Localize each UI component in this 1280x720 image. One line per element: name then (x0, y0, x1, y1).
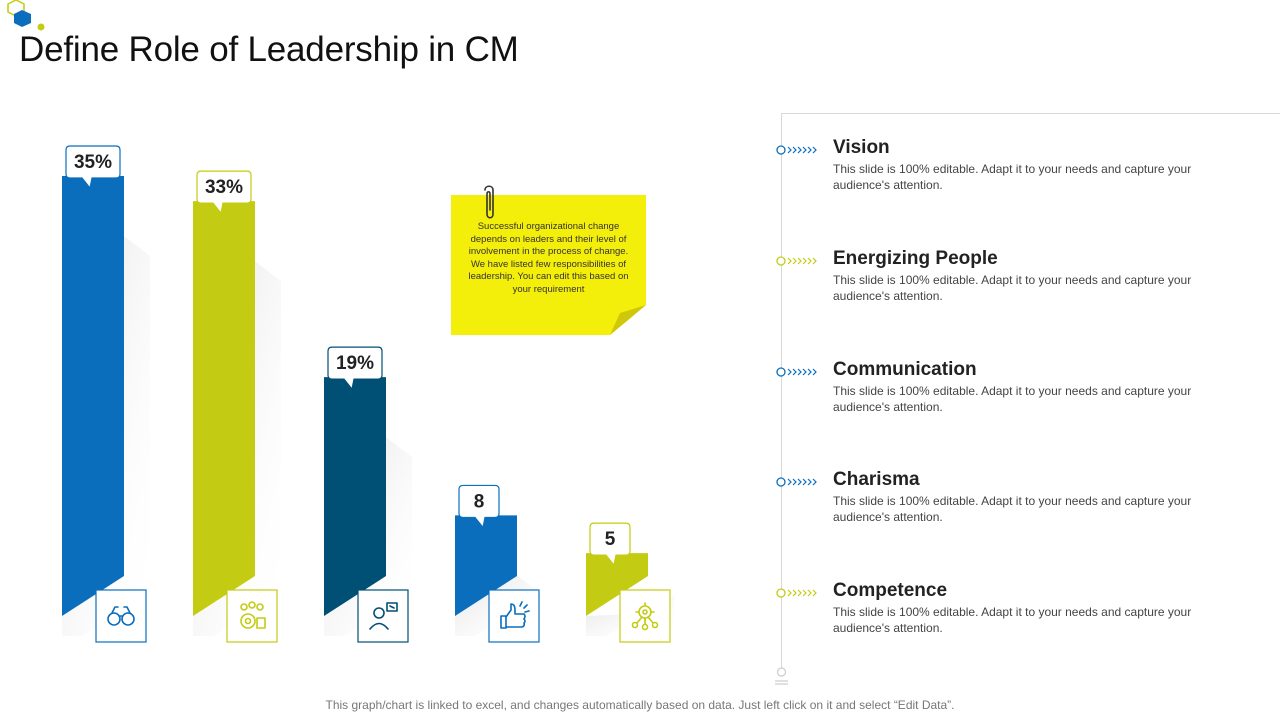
bar-4 (455, 515, 517, 616)
note-fold-corner (610, 305, 646, 335)
binoculars-icon (107, 606, 135, 626)
timeline-heading: Charisma (833, 469, 920, 490)
bar-1 (62, 176, 124, 616)
bar-chart: 35% 33% 19% 8 5 (62, 145, 674, 643)
timeline-heading: Energizing People (833, 248, 998, 269)
data-label-callout (327, 346, 383, 391)
sticky-note-text: Successful organizational change depends… (468, 221, 629, 295)
network-gear-icon (631, 602, 659, 631)
arrow-marker-icon (776, 477, 817, 487)
timeline-heading: Vision (833, 137, 890, 158)
timeline-heading: Communication (833, 359, 977, 380)
team-gear-icon (240, 601, 266, 629)
paperclip-icon (484, 185, 494, 219)
bar-2 (193, 201, 255, 616)
timeline-description: This slide is 100% editable. Adapt it to… (833, 162, 1192, 192)
logo-hexagons (7, 0, 45, 31)
timeline-description: This slide is 100% editable. Adapt it to… (833, 494, 1192, 524)
timeline-vertical-line (781, 113, 782, 673)
bar-3 (324, 377, 386, 616)
data-label-4: 8 (474, 491, 485, 512)
arrow-marker-icon (776, 367, 817, 377)
data-label-3: 19% (336, 353, 374, 374)
data-label-callout (196, 170, 252, 215)
timeline-top-rule (781, 113, 1280, 114)
page-title: Define Role of Leadership in CM (19, 30, 519, 69)
timeline-description: This slide is 100% editable. Adapt it to… (833, 273, 1192, 303)
thumbs-up-icon (500, 601, 530, 629)
timeline-heading: Competence (833, 580, 948, 601)
data-label-callout (65, 145, 121, 190)
arrow-marker-icon (776, 588, 817, 598)
data-label-callout (589, 522, 631, 567)
icon-box (619, 589, 671, 643)
sticky-note: Successful organizational change depends… (451, 195, 646, 335)
footer-note: This graph/chart is linked to excel, and… (325, 698, 955, 712)
data-label-2: 33% (205, 177, 243, 198)
arrow-marker-icon (776, 256, 817, 266)
timeline: Vision This slide is 100% editable. Adap… (775, 113, 1280, 688)
data-label-1: 35% (74, 152, 112, 173)
timeline-description: This slide is 100% editable. Adapt it to… (833, 384, 1192, 414)
data-label-callout (458, 484, 500, 529)
icon-box (488, 589, 540, 643)
data-label-5: 5 (605, 529, 616, 550)
arrow-marker-icon (776, 145, 817, 155)
timeline-end-marker (775, 667, 788, 685)
presenter-icon (369, 602, 398, 630)
bar-5 (586, 553, 648, 616)
timeline-description: This slide is 100% editable. Adapt it to… (833, 605, 1192, 635)
